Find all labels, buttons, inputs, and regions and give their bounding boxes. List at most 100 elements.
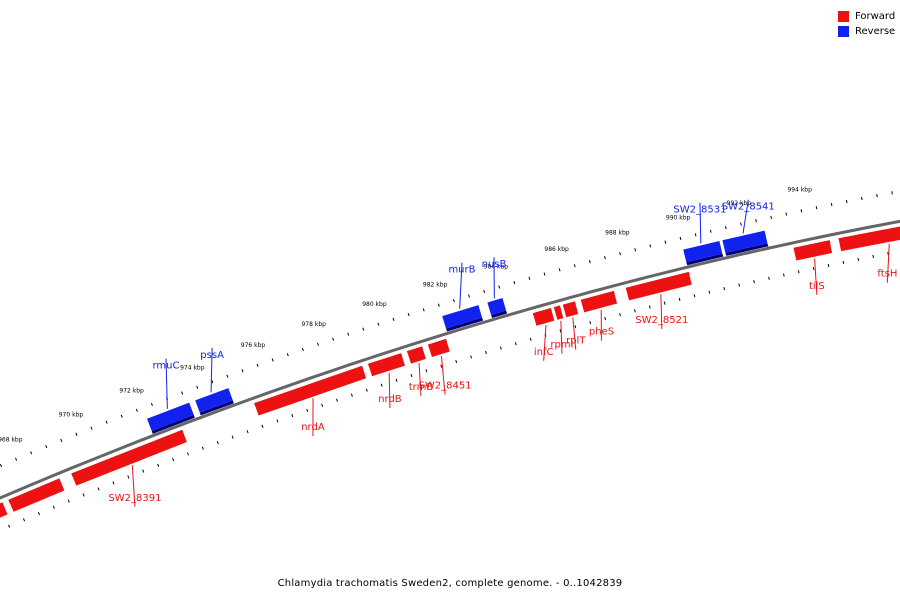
gene-label-leader [418, 363, 422, 396]
scale-tick-minor [22, 518, 26, 522]
gene-block[interactable] [195, 388, 233, 413]
genome-caption: Chlamydia trachomatis Sweden2, complete … [277, 578, 623, 589]
gene-block[interactable] [838, 220, 900, 252]
scale-tick-minor [135, 408, 138, 412]
legend-label-reverse: Reverse [855, 26, 896, 37]
gene-shadow [199, 400, 234, 416]
gene-shadow [725, 243, 769, 256]
gene-block[interactable] [368, 353, 406, 377]
gene-label: SW2_8521 [635, 315, 688, 326]
scale-tick-minor [226, 374, 229, 378]
scale-tick-minor [663, 301, 666, 305]
scale-tick-minor [67, 499, 70, 503]
gene-label: trmB [409, 382, 434, 393]
scale-tick-minor [755, 219, 757, 223]
gene-shadow [491, 310, 508, 318]
scale-tick-minor [797, 270, 800, 274]
scale-tick-minor [558, 268, 561, 272]
scale-tick-minor [815, 206, 818, 210]
gene-label: SW2_8391 [108, 493, 161, 504]
gene-block[interactable] [793, 240, 833, 261]
scale-tick-minor [455, 359, 458, 364]
gene-block[interactable] [722, 230, 768, 253]
scale-tick-minor [723, 287, 726, 291]
scale-tick-minor [740, 222, 742, 226]
gene-block[interactable] [8, 478, 65, 512]
scale-tick-minor [201, 446, 204, 450]
gene-block[interactable] [683, 240, 723, 263]
scale-tick-minor [362, 327, 365, 331]
scale-tick-minor [150, 402, 153, 407]
scale-tick-minor [82, 493, 85, 497]
scale-tick-label: 976 kbp [241, 342, 266, 349]
scale-tick-minor [648, 305, 651, 309]
gene-label: pheS [589, 327, 614, 338]
scale-tick-minor [181, 391, 184, 395]
scale-tick-minor [440, 364, 443, 368]
scale-tick-minor [604, 317, 607, 321]
gene-block[interactable] [71, 429, 187, 486]
legend-item-reverse: Reverse [838, 24, 895, 39]
gene-label: murB [448, 264, 475, 275]
gene-label-leader [543, 325, 547, 361]
scale-tick-minor [842, 260, 845, 264]
gene-block[interactable] [532, 308, 555, 326]
scale-tick-minor [857, 257, 860, 261]
gene-block[interactable] [553, 305, 564, 320]
gene-block[interactable] [580, 290, 618, 313]
scale-tick-minor [332, 337, 335, 341]
gene-block[interactable] [442, 305, 483, 329]
scale-tick-minor [529, 337, 532, 341]
scale-tick-minor [634, 248, 637, 252]
legend-label-forward: Forward [855, 11, 896, 22]
scale-tick-minor [127, 475, 130, 479]
scale-tick-minor [679, 236, 682, 240]
gene-block[interactable] [254, 365, 367, 416]
scale-tick-minor [75, 432, 78, 436]
scale-tick-minor [365, 388, 368, 392]
scale-tick-label: 968 kbp [0, 437, 23, 444]
scale-tick-label: 972 kbp [119, 388, 144, 395]
scale-tick-minor [30, 451, 33, 455]
gene-block[interactable] [487, 298, 507, 315]
gene-block[interactable] [407, 346, 426, 364]
scale-tick-minor [827, 263, 830, 268]
scale-tick-minor [261, 424, 264, 428]
gene-label-leader [886, 243, 890, 283]
gene-label-leader [165, 358, 168, 409]
scale-tick-minor [861, 196, 863, 201]
scale-tick-minor [528, 276, 531, 280]
gene-label-leader [699, 202, 702, 244]
gene-shadow [151, 414, 195, 434]
genome-backbone [0, 219, 900, 500]
scale-tick-minor [708, 290, 711, 294]
gene-block[interactable] [147, 402, 194, 431]
scale-tick-minor [392, 317, 395, 321]
gene-block[interactable] [0, 502, 8, 519]
scale-tick-minor [407, 312, 410, 317]
scale-tick-minor [693, 294, 696, 298]
scale-tick-minor [301, 347, 304, 352]
legend-item-forward: Forward [838, 9, 895, 24]
scale-tick-minor [800, 209, 803, 213]
scale-tick-minor [634, 309, 636, 313]
scale-tick-minor [830, 203, 833, 207]
gene-label-leader [742, 199, 749, 234]
gene-block[interactable] [427, 339, 450, 358]
scale-tick-minor [588, 260, 591, 264]
scale-tick-minor [619, 252, 621, 256]
scale-tick-minor [216, 441, 219, 445]
scale-tick-minor [513, 281, 516, 285]
scale-tick-minor [241, 369, 244, 373]
forward-swatch [838, 11, 849, 22]
scale-tick-minor [377, 322, 380, 326]
scale-tick-minor [845, 199, 848, 204]
gene-label-leader [388, 372, 391, 409]
gene-block[interactable] [625, 271, 692, 301]
scale-tick-minor [60, 438, 63, 442]
scale-tick-minor [286, 353, 289, 357]
scale-tick-minor [872, 254, 874, 259]
gene-block[interactable] [562, 301, 579, 318]
scale-tick-minor [453, 298, 455, 303]
